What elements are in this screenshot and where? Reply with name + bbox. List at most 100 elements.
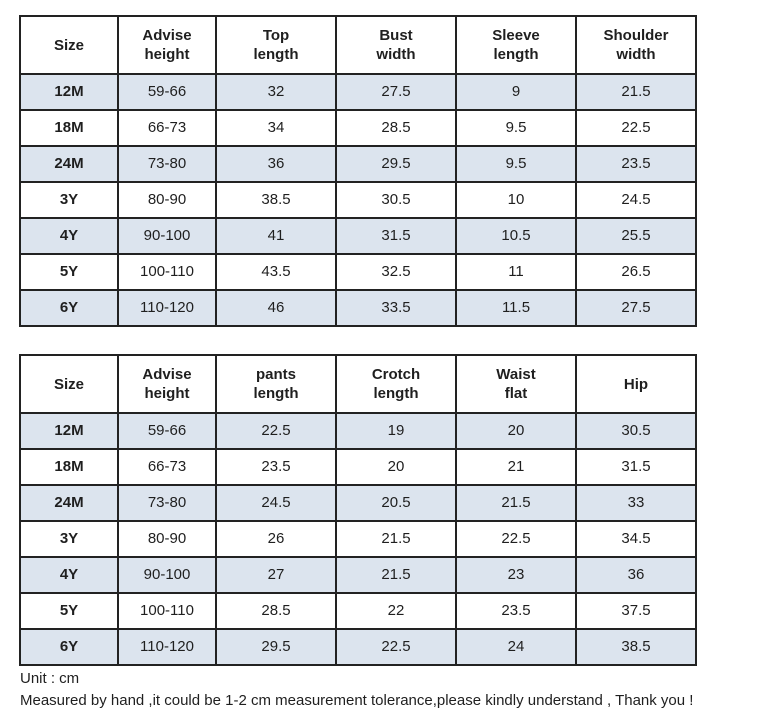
size-cell: 6Y bbox=[19, 628, 119, 666]
value-cell: 31.5 bbox=[335, 217, 457, 255]
table-row: 5Y 100-110 43.5 32.5 11 26.5 bbox=[19, 253, 697, 291]
value-cell: 22.5 bbox=[335, 628, 457, 666]
value-cell: 23.5 bbox=[575, 145, 697, 183]
table-row: 4Y 90-100 27 21.5 23 36 bbox=[19, 556, 697, 594]
value-cell: 11 bbox=[455, 253, 577, 291]
value-cell: 20.5 bbox=[335, 484, 457, 522]
value-cell: 22 bbox=[335, 592, 457, 630]
value-cell: 22.5 bbox=[575, 109, 697, 147]
size-cell: 4Y bbox=[19, 217, 119, 255]
size-cell: 12M bbox=[19, 73, 119, 111]
tops-size-table: Size Advise height Top length Bust width Sle… bbox=[19, 15, 697, 327]
table-row: 6Y 110-120 29.5 22.5 24 38.5 bbox=[19, 628, 697, 666]
value-cell: 23.5 bbox=[215, 448, 337, 486]
column-header: Advise height bbox=[117, 354, 217, 414]
value-cell: 9.5 bbox=[455, 145, 577, 183]
value-cell: 26 bbox=[215, 520, 337, 558]
value-cell: 80-90 bbox=[117, 181, 217, 219]
value-cell: 24.5 bbox=[215, 484, 337, 522]
value-cell: 59-66 bbox=[117, 412, 217, 450]
column-header: Waist flat bbox=[455, 354, 577, 414]
value-cell: 36 bbox=[215, 145, 337, 183]
size-cell: 12M bbox=[19, 412, 119, 450]
unit-note: Unit : cm bbox=[20, 670, 80, 687]
value-cell: 100-110 bbox=[117, 592, 217, 630]
value-cell: 38.5 bbox=[575, 628, 697, 666]
table-row: 24M 73-80 24.5 20.5 21.5 33 bbox=[19, 484, 697, 522]
column-header: Hip bbox=[575, 354, 697, 414]
value-cell: 24.5 bbox=[575, 181, 697, 219]
value-cell: 20 bbox=[335, 448, 457, 486]
table-row: 4Y 90-100 41 31.5 10.5 25.5 bbox=[19, 217, 697, 255]
column-header: Advise height bbox=[117, 15, 217, 75]
table-row: 18M 66-73 23.5 20 21 31.5 bbox=[19, 448, 697, 486]
size-cell: 3Y bbox=[19, 181, 119, 219]
value-cell: 22.5 bbox=[215, 412, 337, 450]
value-cell: 26.5 bbox=[575, 253, 697, 291]
table-row: 3Y 80-90 26 21.5 22.5 34.5 bbox=[19, 520, 697, 558]
value-cell: 33.5 bbox=[335, 289, 457, 327]
value-cell: 41 bbox=[215, 217, 337, 255]
size-cell: 5Y bbox=[19, 253, 119, 291]
value-cell: 30.5 bbox=[575, 412, 697, 450]
value-cell: 90-100 bbox=[117, 556, 217, 594]
table-row: 6Y 110-120 46 33.5 11.5 27.5 bbox=[19, 289, 697, 327]
value-cell: 59-66 bbox=[117, 73, 217, 111]
table-row: 18M 66-73 34 28.5 9.5 22.5 bbox=[19, 109, 697, 147]
value-cell: 29.5 bbox=[215, 628, 337, 666]
value-cell: 21.5 bbox=[455, 484, 577, 522]
value-cell: 27 bbox=[215, 556, 337, 594]
table-row: 12M 59-66 32 27.5 9 21.5 bbox=[19, 73, 697, 111]
value-cell: 38.5 bbox=[215, 181, 337, 219]
value-cell: 36 bbox=[575, 556, 697, 594]
size-cell: 5Y bbox=[19, 592, 119, 630]
value-cell: 34.5 bbox=[575, 520, 697, 558]
value-cell: 32 bbox=[215, 73, 337, 111]
tops-header-row: Size Advise height Top length Bust width Sle… bbox=[19, 15, 697, 75]
size-cell: 3Y bbox=[19, 520, 119, 558]
footer-notes: Unit : cm Measured by hand ,it could be … bbox=[20, 669, 763, 711]
size-cell: 18M bbox=[19, 448, 119, 486]
value-cell: 110-120 bbox=[117, 628, 217, 666]
table-row: 12M 59-66 22.5 19 20 30.5 bbox=[19, 412, 697, 450]
value-cell: 10 bbox=[455, 181, 577, 219]
value-cell: 22.5 bbox=[455, 520, 577, 558]
column-header: pants length bbox=[215, 354, 337, 414]
value-cell: 21.5 bbox=[335, 556, 457, 594]
value-cell: 25.5 bbox=[575, 217, 697, 255]
size-cell: 18M bbox=[19, 109, 119, 147]
pants-size-table: Size Advise height pants length Crotch leng… bbox=[19, 354, 697, 666]
value-cell: 20 bbox=[455, 412, 577, 450]
table-row: 24M 73-80 36 29.5 9.5 23.5 bbox=[19, 145, 697, 183]
value-cell: 23.5 bbox=[455, 592, 577, 630]
size-cell: 6Y bbox=[19, 289, 119, 327]
column-header: Crotch length bbox=[335, 354, 457, 414]
size-cell: 24M bbox=[19, 145, 119, 183]
value-cell: 23 bbox=[455, 556, 577, 594]
column-header: Size bbox=[19, 15, 119, 75]
column-header: Top length bbox=[215, 15, 337, 75]
pants-header-row: Size Advise height pants length Crotch leng… bbox=[19, 354, 697, 414]
value-cell: 19 bbox=[335, 412, 457, 450]
size-cell: 24M bbox=[19, 484, 119, 522]
value-cell: 10.5 bbox=[455, 217, 577, 255]
value-cell: 46 bbox=[215, 289, 337, 327]
value-cell: 9.5 bbox=[455, 109, 577, 147]
value-cell: 100-110 bbox=[117, 253, 217, 291]
value-cell: 27.5 bbox=[335, 73, 457, 111]
value-cell: 43.5 bbox=[215, 253, 337, 291]
value-cell: 21.5 bbox=[335, 520, 457, 558]
value-cell: 66-73 bbox=[117, 448, 217, 486]
value-cell: 27.5 bbox=[575, 289, 697, 327]
value-cell: 80-90 bbox=[117, 520, 217, 558]
value-cell: 90-100 bbox=[117, 217, 217, 255]
value-cell: 30.5 bbox=[335, 181, 457, 219]
size-cell: 4Y bbox=[19, 556, 119, 594]
value-cell: 24 bbox=[455, 628, 577, 666]
value-cell: 66-73 bbox=[117, 109, 217, 147]
value-cell: 33 bbox=[575, 484, 697, 522]
value-cell: 31.5 bbox=[575, 448, 697, 486]
value-cell: 37.5 bbox=[575, 592, 697, 630]
value-cell: 28.5 bbox=[335, 109, 457, 147]
